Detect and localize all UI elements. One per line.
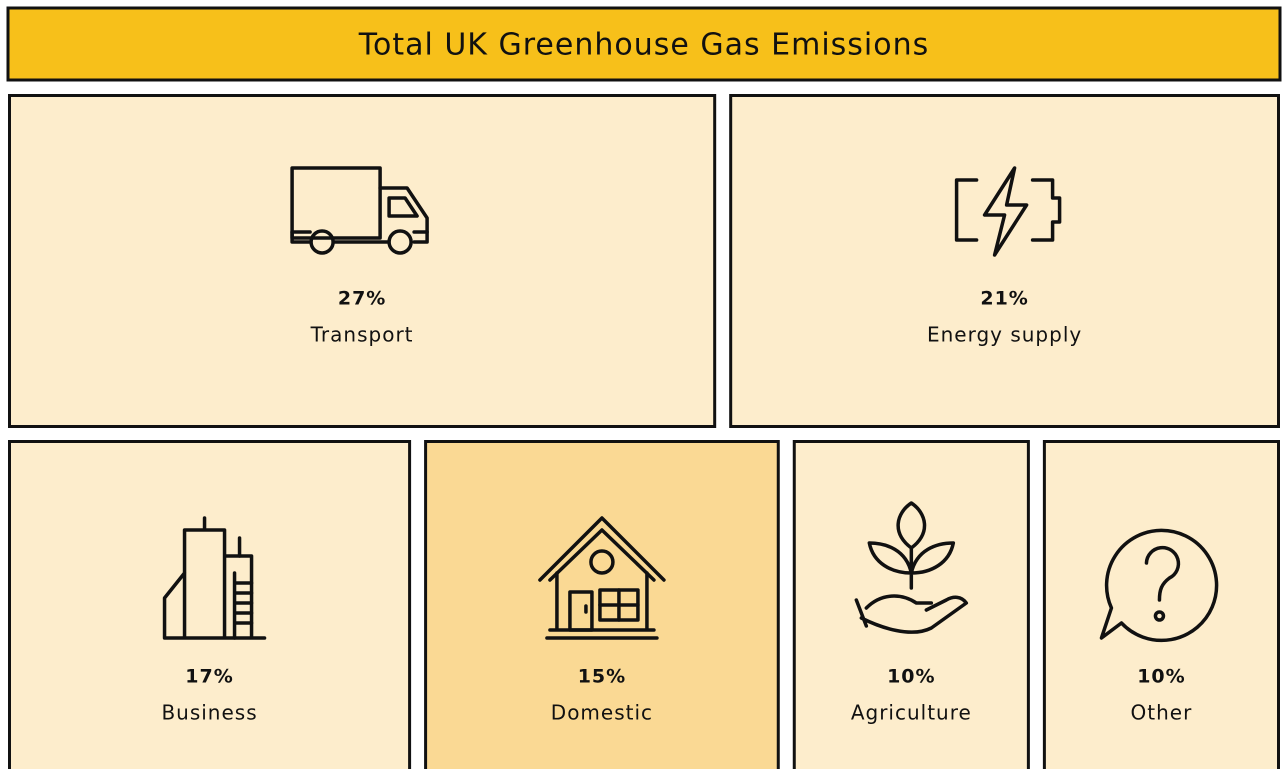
value-label: 15% xyxy=(578,666,626,688)
icon xyxy=(162,516,267,640)
category-label: Energy supply xyxy=(927,323,1082,347)
icon-part xyxy=(954,178,1062,242)
icon-part xyxy=(854,594,969,634)
value-label: 10% xyxy=(887,666,935,688)
icon xyxy=(290,166,429,255)
value-label: 21% xyxy=(980,288,1028,310)
icon-part xyxy=(1144,545,1181,602)
tile xyxy=(8,94,717,428)
value-label: 10% xyxy=(1137,666,1185,688)
category-label: Agriculture xyxy=(851,701,972,725)
category-label: Domestic xyxy=(551,701,653,725)
value-label: 27% xyxy=(338,288,386,310)
chart-title: Total UK Greenhouse Gas Emissions xyxy=(358,28,930,63)
value-label: 17% xyxy=(185,666,233,688)
icon-part xyxy=(309,229,335,255)
icon xyxy=(954,166,1062,257)
icon-part xyxy=(290,166,382,240)
icon-part xyxy=(568,590,594,632)
category-label: Business xyxy=(161,701,257,725)
icon-part xyxy=(867,501,956,590)
icon-part xyxy=(1153,610,1166,622)
icon-part xyxy=(387,196,419,218)
tile xyxy=(729,94,1280,428)
tile xyxy=(792,440,1030,769)
icon xyxy=(854,501,969,634)
icon-part xyxy=(387,229,413,255)
tile xyxy=(8,440,412,769)
icon-part xyxy=(290,186,429,244)
category-label: Transport xyxy=(310,323,414,347)
icon-part xyxy=(232,536,254,640)
icon-part xyxy=(589,549,615,575)
icon xyxy=(1099,528,1219,643)
icon xyxy=(538,516,666,640)
icon-part xyxy=(545,571,659,640)
icon-part xyxy=(538,516,666,582)
title-band xyxy=(6,6,1282,82)
icon-part xyxy=(1099,528,1219,643)
tile xyxy=(1042,440,1281,769)
icon-part xyxy=(162,516,267,640)
category-label: Other xyxy=(1131,701,1193,725)
icon-part xyxy=(982,166,1029,257)
icon-part xyxy=(598,588,640,622)
